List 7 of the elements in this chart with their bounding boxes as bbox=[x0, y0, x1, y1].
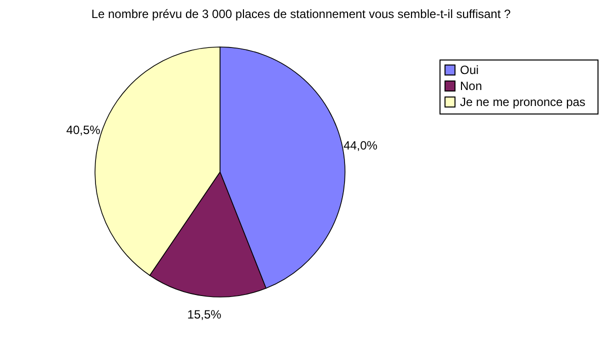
data-label: 15,5% bbox=[187, 307, 222, 322]
legend-label: Je ne me prononce pas bbox=[460, 95, 586, 109]
legend-label: Non bbox=[460, 79, 482, 93]
legend-label: Oui bbox=[460, 63, 479, 77]
data-label: 40,5% bbox=[66, 123, 101, 138]
chart-title: Le nombre prévu de 3 000 places de stationnement vous semble-t-il suffisant ? bbox=[91, 7, 511, 21]
data-label: 44,0% bbox=[343, 138, 378, 152]
